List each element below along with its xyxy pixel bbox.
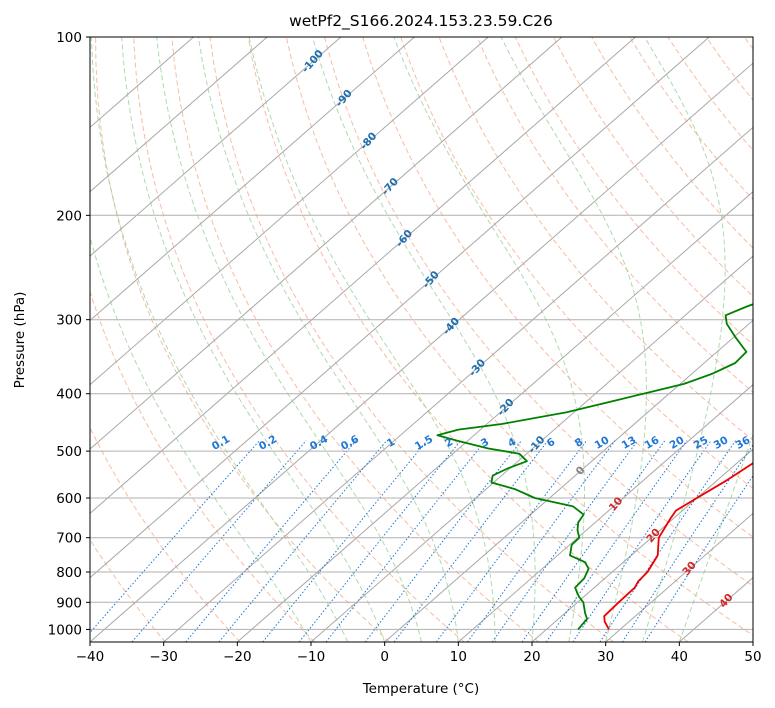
y-axis-label: Pressure (hPa)	[12, 292, 28, 389]
dry-adiabat	[247, 37, 689, 642]
moist-adiabat	[197, 37, 459, 642]
isotherm-line	[384, 319, 753, 642]
x-tick-label: −40	[76, 649, 105, 665]
isotherm-line	[90, 37, 489, 386]
mixing-ratio-line	[364, 440, 522, 642]
isotherm-line	[531, 448, 753, 642]
isotherm-line	[310, 255, 753, 642]
moist-adiabat	[248, 37, 496, 642]
moist-adiabat	[393, 37, 585, 642]
y-tick-label: 300	[56, 313, 82, 329]
mixing-ratio-line	[644, 474, 753, 642]
dry-adiabat	[171, 37, 540, 642]
isotherm-line	[605, 512, 753, 642]
dry-adiabat	[90, 289, 316, 642]
mixing-ratio-line	[521, 440, 666, 642]
chart-title: wetPf2_S166.2024.153.23.59.C26	[289, 12, 553, 31]
mixing-ratio-line	[325, 440, 486, 642]
x-tick-label: 10	[450, 649, 467, 665]
x-tick-label: −10	[297, 649, 326, 665]
isotherm-line	[90, 62, 753, 642]
isotherm-line	[90, 37, 415, 322]
moist-adiabat	[678, 432, 753, 642]
moist-adiabat	[312, 37, 536, 642]
x-tick-label: 40	[671, 649, 688, 665]
y-tick-label: 1000	[48, 622, 82, 638]
y-tick-label: 500	[56, 444, 82, 460]
dry-adiabat	[133, 37, 465, 642]
x-tick-label: 0	[380, 649, 389, 665]
dry-adiabat	[95, 37, 390, 642]
y-tick-label: 400	[56, 387, 82, 403]
isotherm-line	[236, 191, 753, 642]
mixing-ratio-line	[545, 440, 688, 642]
x-tick-label: −20	[223, 649, 252, 665]
mixing-ratio-line	[90, 440, 260, 634]
x-tick-label: −30	[149, 649, 178, 665]
y-tick-label: 200	[56, 208, 82, 224]
y-tick-label: 900	[56, 595, 82, 611]
isotherm-line	[90, 37, 342, 257]
moist-adiabat	[500, 37, 647, 642]
isotherm-line	[457, 384, 753, 642]
dry-adiabat	[285, 37, 753, 636]
mixing-ratio-line	[393, 440, 549, 642]
mixing-ratio-line	[435, 440, 587, 642]
horizontal-gridlines	[90, 37, 753, 630]
dry-adiabat	[476, 37, 753, 393]
mixing-ratio-line	[185, 440, 357, 642]
dry-adiabat	[209, 37, 614, 642]
x-axis-label: Temperature (°C)	[362, 681, 480, 697]
mixing-ratio-line	[621, 444, 753, 642]
isotherm-line	[90, 37, 636, 515]
dry-adiabat	[400, 37, 753, 490]
profile-series	[436, 303, 753, 630]
y-tick-label: 800	[56, 565, 82, 581]
dewpoint-profile-line	[436, 303, 753, 630]
dry-adiabat	[552, 37, 753, 297]
temperature-profile-line	[603, 462, 753, 630]
mixing-ratio-line	[572, 440, 712, 642]
moist-adiabat	[156, 37, 422, 642]
isotherm-line	[163, 126, 753, 642]
y-tick-label: 700	[56, 531, 82, 547]
moist-adiabat	[90, 37, 349, 642]
mixing-ratio-line	[262, 440, 428, 642]
mixing-ratio-line	[131, 440, 307, 642]
isotherm-line	[90, 37, 563, 450]
axis-ticks: −40 −30 −20 −10 0 10 20 30 40 50 100 200 300 400 500 60…	[48, 30, 762, 665]
mixing-ratio-line	[218, 440, 388, 642]
x-tick-label: 20	[523, 649, 540, 665]
plot-frame	[89, 36, 754, 643]
y-tick-label: 100	[56, 30, 82, 46]
mixing-ratio-line	[599, 440, 737, 642]
x-tick-label: 50	[744, 649, 761, 665]
isotherm-line	[90, 37, 710, 579]
y-tick-label: 600	[56, 491, 82, 507]
x-tick-label: 30	[597, 649, 614, 665]
moist-adiabat	[121, 37, 386, 642]
dry-adiabat	[90, 426, 241, 642]
isotherm-line	[90, 37, 268, 193]
background-lines	[90, 37, 753, 642]
